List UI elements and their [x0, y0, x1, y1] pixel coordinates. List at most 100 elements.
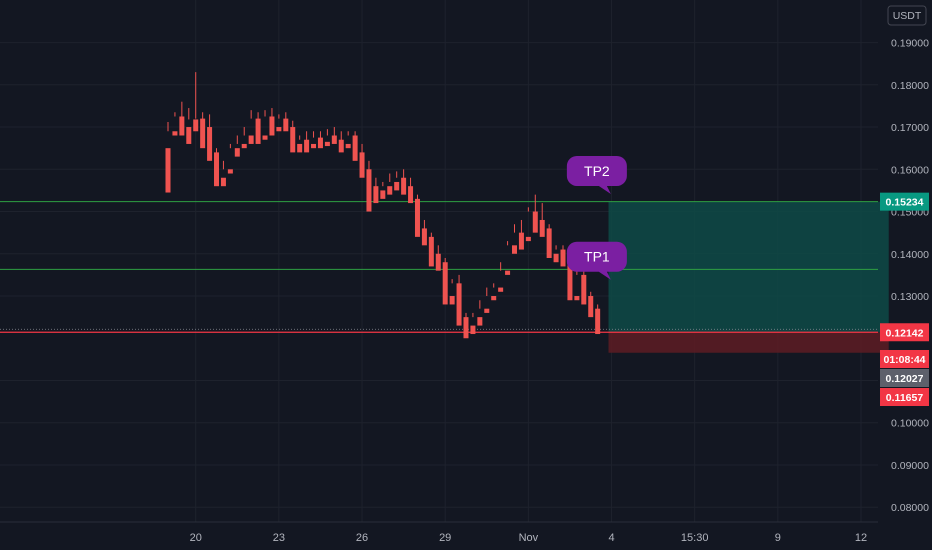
candle-body — [324, 141, 330, 147]
candle-body — [567, 257, 573, 301]
candle-body — [276, 127, 282, 132]
x-tick-label: 4 — [608, 532, 614, 544]
price-badge — [880, 369, 929, 387]
x-tick-label: 9 — [775, 532, 781, 544]
x-tick-label: 12 — [855, 532, 867, 544]
price-badge — [880, 323, 929, 342]
candle-body — [581, 274, 587, 305]
candle-body — [179, 116, 185, 136]
y-tick-label: 0.17000 — [891, 122, 929, 134]
candle-body — [546, 228, 552, 258]
candle-body — [165, 148, 171, 193]
candle-body — [373, 186, 379, 204]
candle-body — [366, 169, 372, 212]
candle-body — [200, 118, 206, 149]
candle-body — [304, 139, 310, 153]
annotation-bubble — [566, 241, 627, 280]
x-tick-label: 15:30 — [681, 532, 709, 544]
candle-body — [311, 143, 317, 149]
candle-body — [442, 262, 448, 305]
candle-body — [532, 211, 538, 233]
price-badge — [880, 388, 929, 406]
price-badge — [880, 350, 929, 368]
candle-body — [408, 186, 414, 204]
candle-body — [595, 308, 601, 335]
candle-body — [574, 296, 580, 301]
candle-body — [414, 198, 420, 237]
candle-body — [525, 236, 531, 242]
candle-body — [262, 135, 268, 140]
candle-body — [352, 135, 358, 161]
candle-body — [214, 152, 220, 187]
candle-body — [283, 118, 289, 132]
candle-body — [553, 253, 559, 263]
position-zones — [608, 201, 889, 353]
candle-body — [227, 169, 233, 174]
candle-body — [394, 181, 400, 191]
annotations: TP2 TP1 — [566, 155, 627, 280]
candle-body — [428, 236, 434, 267]
y-tick-label: 0.09000 — [891, 460, 929, 472]
candle-body — [207, 127, 213, 161]
y-tick-label: 0.10000 — [891, 418, 929, 430]
candle-body — [560, 249, 566, 267]
candle-body — [463, 317, 469, 339]
annotation-label: TP2 — [584, 163, 610, 179]
y-tick-label: 0.19000 — [891, 38, 929, 50]
candle-body — [588, 296, 594, 318]
candle-body — [401, 177, 407, 195]
candle-body — [297, 143, 303, 153]
candle-body — [331, 135, 337, 144]
candle-body — [220, 177, 226, 187]
candle-body — [498, 287, 504, 292]
candle-body — [387, 186, 393, 195]
y-tick-label: 0.14000 — [891, 249, 929, 261]
annotation-tp2: TP2 — [566, 155, 627, 194]
annotation-label: TP1 — [584, 249, 610, 265]
candle-body — [255, 118, 261, 144]
candle-body — [317, 137, 323, 149]
candle-body — [345, 143, 351, 149]
candle-body — [234, 148, 240, 157]
x-tick-label: 23 — [273, 532, 285, 544]
annotation-bubble — [566, 155, 627, 194]
candle-body — [477, 317, 483, 326]
candle-body — [338, 139, 344, 153]
candle-body — [456, 283, 462, 326]
y-tick-label: 0.16000 — [891, 164, 929, 176]
y-tick-label: 0.13000 — [891, 291, 929, 303]
loss-zone — [608, 332, 889, 353]
candle-body — [241, 143, 247, 149]
time-axis[interactable]: 20 23 26 29 Nov 4 15:30 9 12 — [0, 521, 878, 544]
x-tick-label: Nov — [519, 532, 539, 544]
price-badge-text: 0.11657 — [886, 392, 924, 404]
candle-body — [380, 190, 386, 199]
price-badge-text: 01:08:44 — [883, 354, 925, 366]
currency-button[interactable]: USDT — [887, 5, 927, 26]
price-badge-text: 0.12027 — [886, 373, 924, 385]
candle-body — [269, 116, 275, 136]
annotation-tp1: TP1 — [566, 241, 627, 280]
candle-body — [470, 325, 476, 335]
candle-body — [512, 245, 517, 254]
candle-body — [505, 270, 511, 275]
currency-label: USDT — [893, 10, 922, 22]
candle-body — [172, 131, 178, 136]
price-badge-text: 0.12142 — [886, 327, 924, 339]
candle-body — [491, 296, 497, 301]
candle-body — [193, 119, 199, 132]
candle-body — [518, 232, 524, 250]
x-tick-label: 20 — [190, 532, 202, 544]
candle-body — [484, 308, 490, 313]
x-tick-label: 29 — [439, 532, 451, 544]
candle-body — [539, 219, 545, 237]
profit-zone — [608, 201, 889, 333]
y-tick-label: 0.18000 — [891, 80, 929, 92]
candle-body — [290, 127, 296, 153]
candle-body — [449, 296, 455, 305]
price-badge — [880, 192, 929, 211]
candles — [165, 72, 601, 339]
price-labels: 0.15234 0.12142 01:08:44 0.12027 0.11657 — [880, 192, 929, 406]
candle-body — [248, 135, 254, 144]
